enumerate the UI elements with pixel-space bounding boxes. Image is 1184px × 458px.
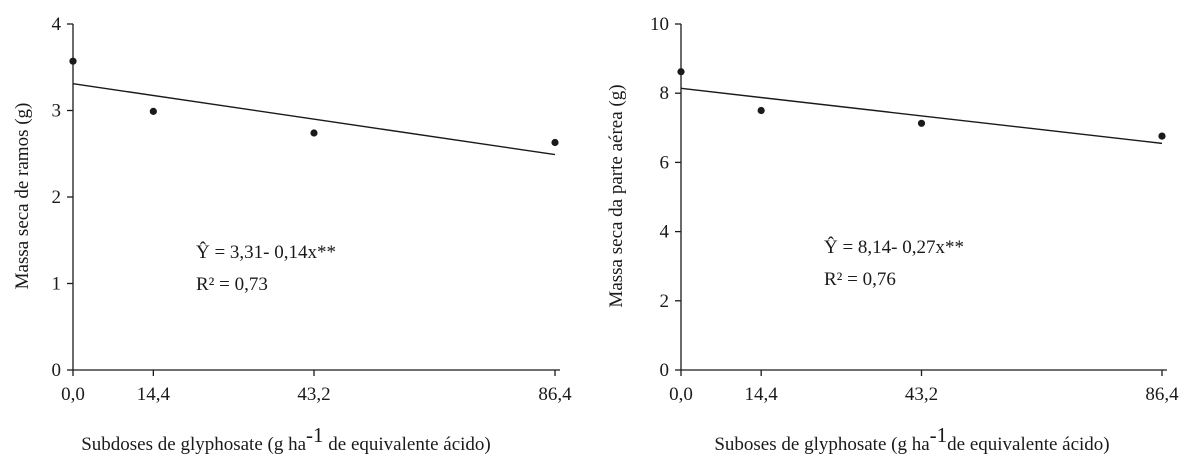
y-tick-label: 6 — [660, 152, 670, 173]
data-point — [69, 57, 77, 65]
x-axis-title-sup: -1 — [306, 423, 324, 447]
y-tick-label: 10 — [650, 14, 669, 35]
x-tick-label: 43,2 — [905, 384, 938, 405]
y-axis-title: Massa seca de ramos (g) — [12, 103, 33, 290]
axes — [72, 24, 560, 371]
x-tick-label: 0,0 — [61, 384, 85, 405]
data-point — [917, 119, 926, 127]
x-axis-title: Subdoses de glyphosate (g ha-1 de equiva… — [81, 423, 491, 455]
y-ticks: 0 1 2 3 4 — [52, 14, 73, 381]
r2-label: R² = 0,76 — [824, 269, 896, 290]
y-tick-label: 0 — [660, 360, 670, 381]
x-tick-label: 14,4 — [137, 384, 171, 405]
x-axis-title-tail: de equivalente ácido) — [947, 434, 1109, 455]
equation-label: Ŷ = 3,31- 0,14x** — [196, 241, 336, 263]
data-points — [677, 68, 1166, 140]
r2-label: R² = 0,73 — [196, 274, 268, 295]
y-tick-label: 1 — [52, 274, 62, 295]
x-axis-title-main: Suboses de glyphosate (g ha — [714, 434, 930, 455]
y-tick-label: 2 — [660, 291, 670, 312]
data-point — [1158, 132, 1166, 140]
data-points — [69, 57, 559, 147]
y-tick-label: 0 — [52, 360, 62, 381]
x-axis-title-tail: de equivalente ácido) — [324, 434, 491, 455]
y-ticks: 0 2 4 6 8 10 — [650, 14, 681, 381]
x-axis-title-main: Subdoses de glyphosate (g ha — [81, 434, 306, 455]
y-tick-label: 2 — [52, 187, 62, 208]
y-axis-title: Massa seca da parte aérea (g) — [606, 84, 627, 307]
x-ticks: 0,0 14,4 43,2 86,4 — [61, 370, 572, 405]
data-point — [677, 68, 685, 76]
x-tick-label: 14,4 — [745, 384, 779, 405]
x-tick-label: 0,0 — [669, 384, 693, 405]
data-point — [551, 138, 559, 147]
data-point — [310, 129, 318, 137]
trend-line — [72, 82, 556, 156]
data-point — [149, 107, 157, 115]
y-tick-label: 3 — [52, 101, 62, 122]
x-tick-label: 86,4 — [538, 384, 572, 405]
y-tick-label: 4 — [52, 14, 62, 35]
chart-parte-aerea-svg: 0 2 4 6 8 10 0,0 14,4 43,2 86,4 Ŷ = 8,14- 0,27x*… — [606, 14, 1179, 455]
data-point — [757, 106, 765, 115]
equation-label: Ŷ = 8,14- 0,27x** — [824, 236, 964, 258]
trend-line — [680, 87, 1163, 145]
x-ticks: 0,0 14,4 43,2 86,4 — [669, 370, 1179, 405]
x-tick-label: 43,2 — [297, 384, 330, 405]
chart-parte-aerea: 0 2 4 6 8 10 0,0 14,4 43,2 86,4 Ŷ = 8,14- 0,27x*… — [592, 0, 1184, 458]
x-axis-title: Suboses de glyphosate (g ha-1de equivale… — [714, 423, 1109, 455]
x-axis-title-sup: -1 — [930, 423, 948, 447]
axes — [680, 24, 1167, 371]
y-tick-label: 4 — [660, 222, 670, 243]
y-tick-label: 8 — [660, 83, 670, 104]
x-tick-label: 86,4 — [1145, 384, 1179, 405]
